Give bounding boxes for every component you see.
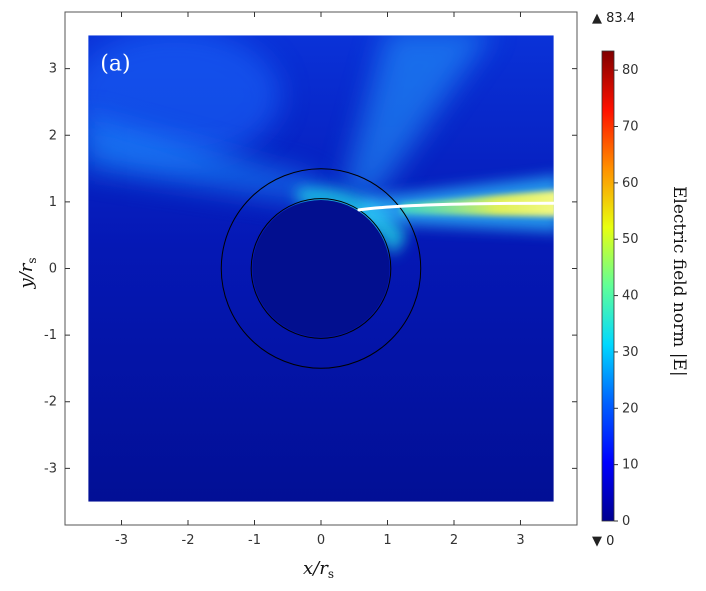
colorbar-gradient [601, 50, 615, 522]
colorbar-tick-label: 40 [622, 289, 639, 304]
x-tick-label: -2 [182, 533, 195, 548]
colorbar-min-label: ▼ 0 [592, 534, 614, 549]
x-tick-label: 3 [516, 533, 524, 548]
y-tick-label: -2 [44, 395, 57, 410]
colorbar-ticks: 0 10 20 30 40 50 60 70 80 [614, 63, 639, 529]
colorbar-tick-label: 80 [622, 63, 639, 78]
colorbar: 0 10 20 30 40 50 60 70 80 ▲ 83.4 ▼ 0 Electric fi… [592, 11, 689, 549]
colorbar-tick-label: 70 [622, 120, 639, 135]
glow-left-fan [88, 117, 335, 206]
colorbar-tick-label: 0 [622, 514, 630, 529]
x-tick-label: 0 [317, 533, 325, 548]
colorbar-tick-label: 50 [622, 232, 639, 247]
colorbar-title: Electric field norm |E| [669, 186, 689, 377]
field-heatmap [88, 35, 554, 502]
colorbar-tick-label: 10 [622, 458, 639, 473]
colorbar-max-label: ▲ 83.4 [592, 11, 635, 26]
colorbar-tick-label: 30 [622, 345, 639, 360]
outer-boundary-circle [220, 168, 422, 369]
scatterer-interior [252, 200, 390, 337]
colorbar-tick-label: 20 [622, 401, 639, 416]
y-tick-label: 0 [49, 262, 57, 277]
glow-upper-left [88, 35, 282, 163]
beam-path [357, 201, 556, 212]
y-tick-label: -1 [44, 328, 57, 343]
colorbar-tick-label: 60 [622, 176, 639, 191]
panel-label: (a) [100, 51, 130, 76]
y-tick-label: 1 [49, 195, 57, 210]
x-tick-label: -1 [248, 533, 261, 548]
axis-ticks: -3 -2 -1 0 1 2 3 -3 -2 -1 0 1 2 3 [44, 12, 577, 548]
x-tick-label: -3 [115, 533, 128, 548]
y-tick-label: -3 [44, 461, 57, 476]
glow-upper-fan [340, 35, 490, 199]
x-tick-label: 1 [383, 533, 391, 548]
geometry-overlay [220, 168, 556, 369]
y-tick-label: 2 [49, 128, 57, 143]
inner-boundary-circle [250, 198, 392, 339]
x-axis-label: x/rs [303, 558, 334, 581]
y-axis-label: y/rs [16, 257, 39, 289]
y-tick-label: 3 [49, 62, 57, 77]
x-tick-label: 2 [450, 533, 458, 548]
